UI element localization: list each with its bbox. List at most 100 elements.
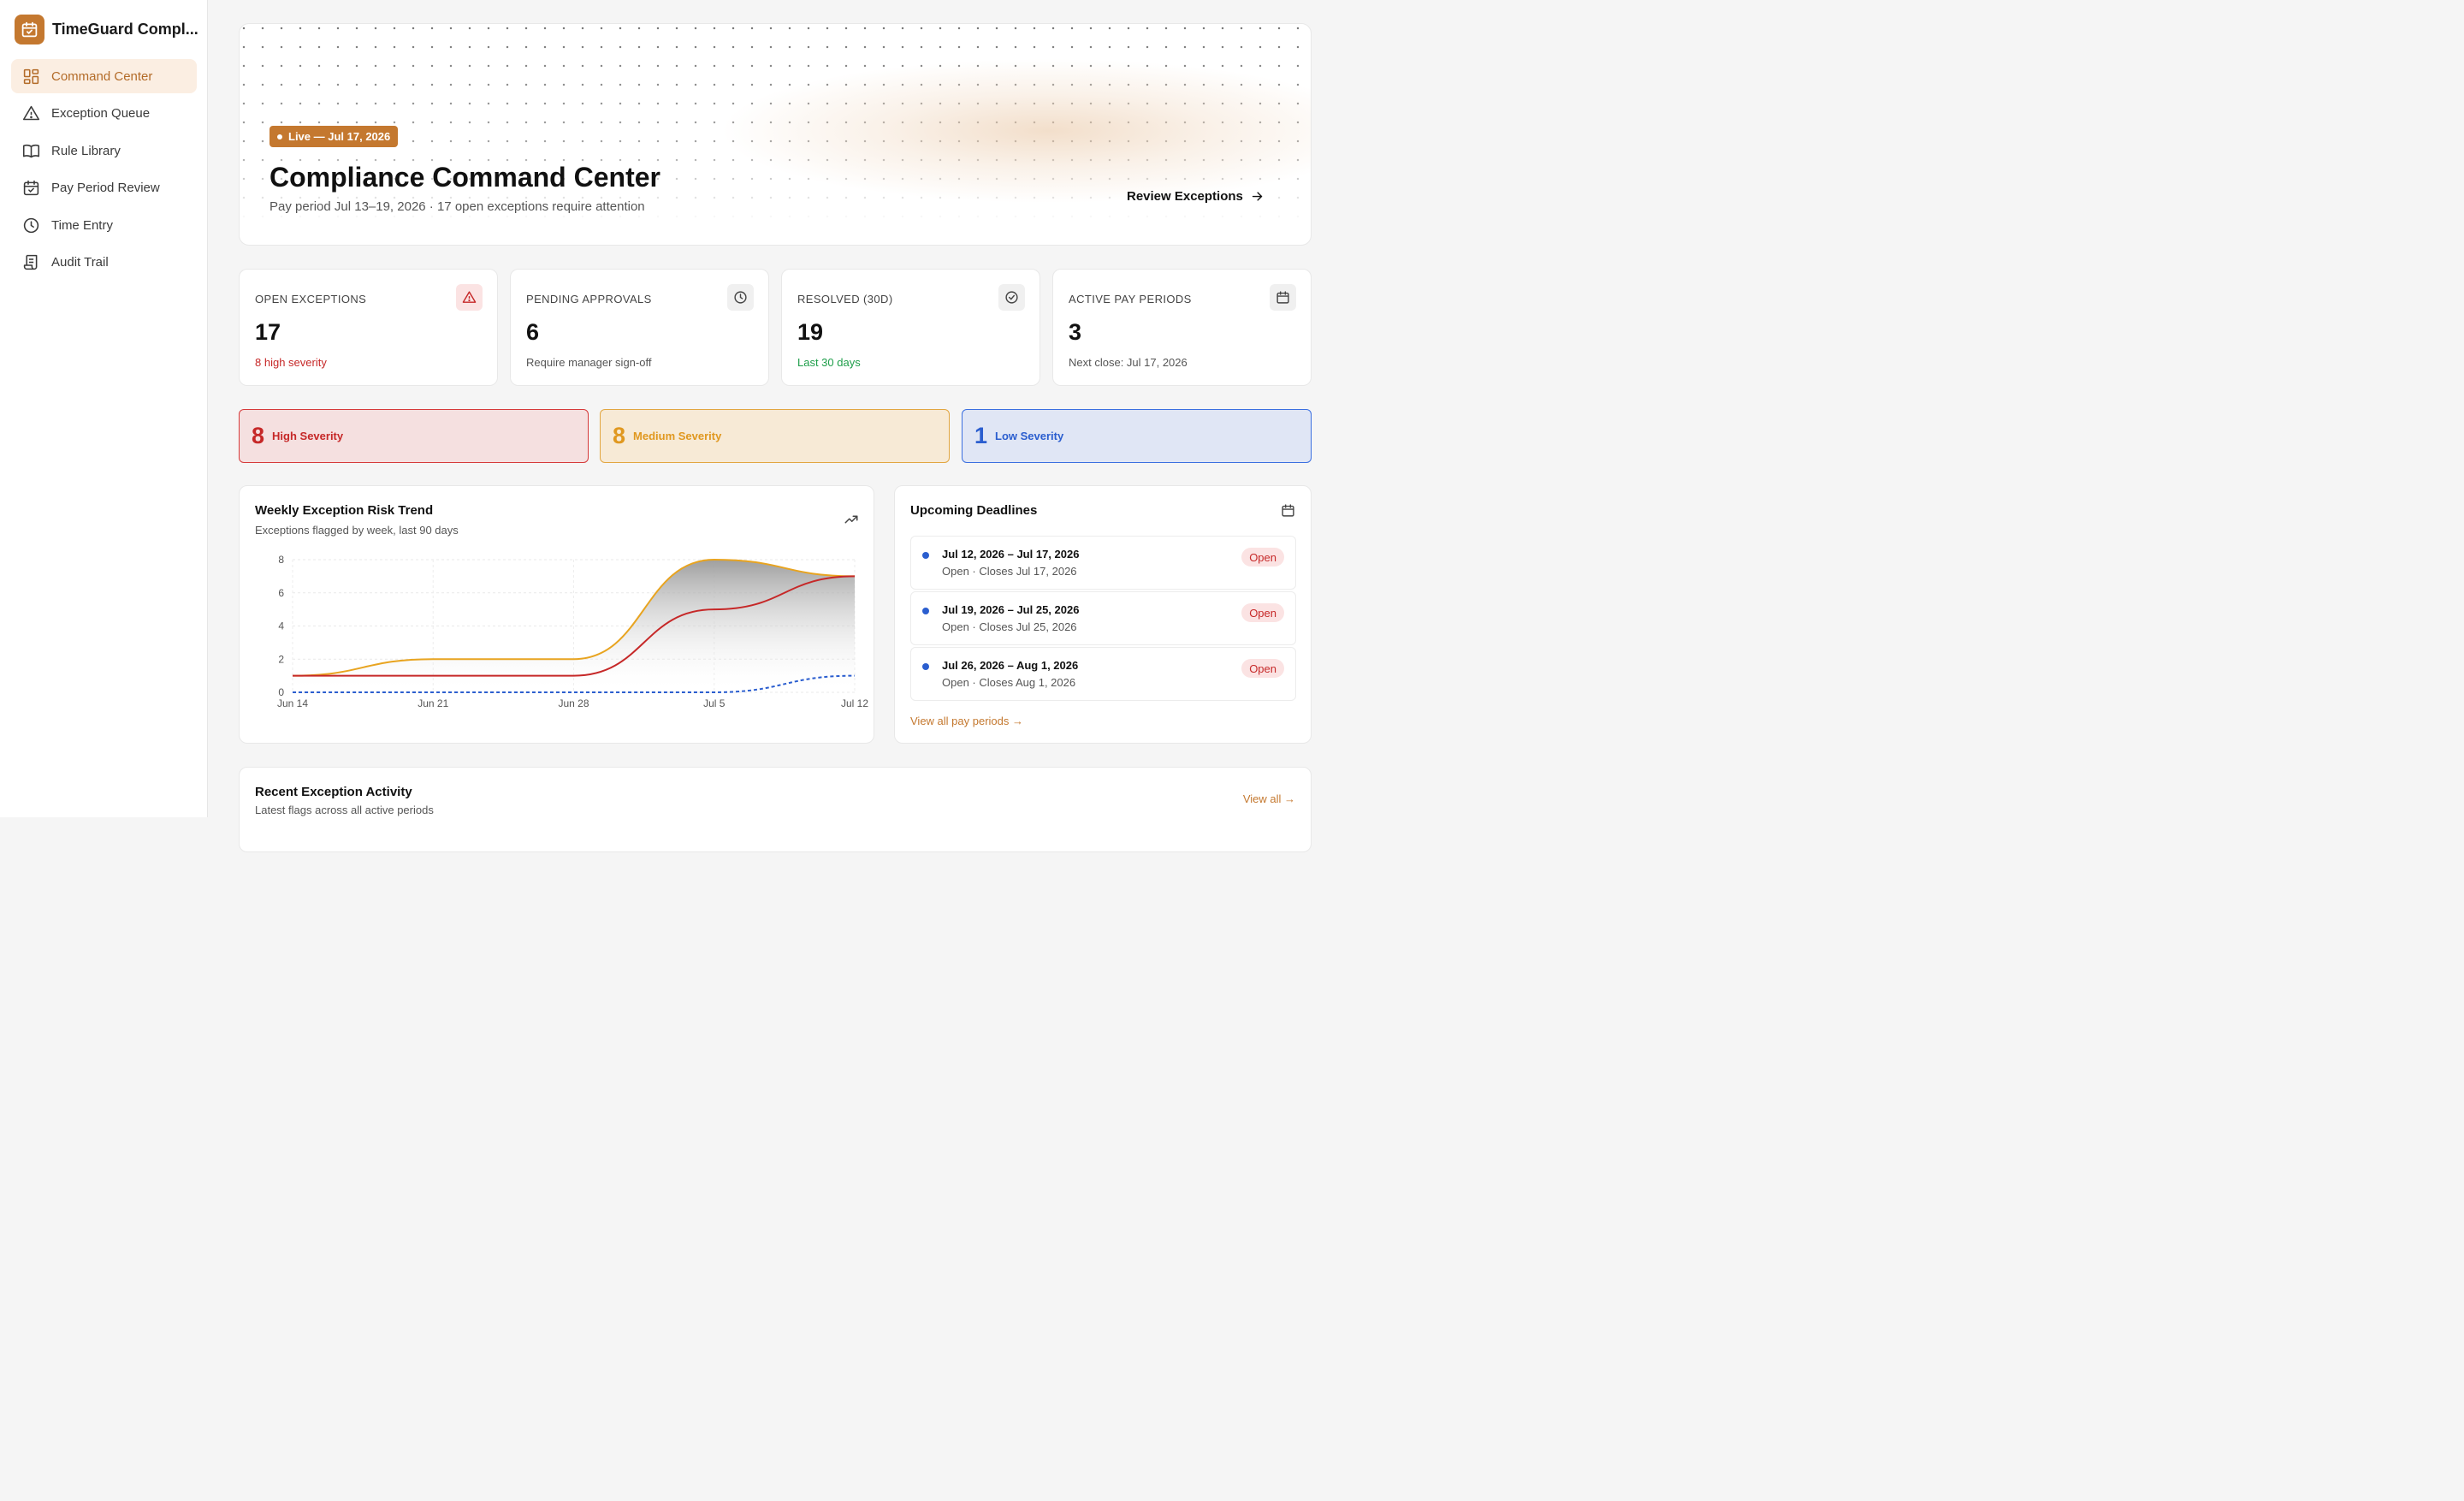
live-dot-icon xyxy=(277,133,282,139)
stat-value: 19 xyxy=(797,319,824,345)
sidebar-item-audit-trail[interactable]: Audit Trail xyxy=(11,246,197,280)
clock-icon xyxy=(727,284,754,311)
sidebar-item-label: Audit Trail xyxy=(51,255,109,270)
deadlines-title: Upcoming Deadlines xyxy=(910,503,1038,518)
page-subtitle: Pay period Jul 13–19, 2026 · 17 open exc… xyxy=(270,199,645,214)
status-dot-icon xyxy=(922,608,929,614)
sidebar-item-command-center[interactable]: Command Center xyxy=(11,59,197,93)
stat-card-open-exceptions[interactable]: OPEN EXCEPTIONS 17 8 high severity xyxy=(239,269,498,386)
stat-label: PENDING APPROVALS xyxy=(526,293,652,306)
sidebar-item-exception-queue[interactable]: Exception Queue xyxy=(11,97,197,131)
deadline-range: Jul 19, 2026 – Jul 25, 2026 xyxy=(942,603,1080,616)
status-badge: Open xyxy=(1241,659,1284,678)
stat-sub: Require manager sign-off xyxy=(526,356,652,369)
stat-card-active-pay-periods[interactable]: ACTIVE PAY PERIODS 3 Next close: Jul 17,… xyxy=(1052,269,1312,386)
review-exceptions-button[interactable]: Review Exceptions xyxy=(1127,189,1264,204)
clock-icon xyxy=(23,217,39,233)
sidebar-item-label: Rule Library xyxy=(51,143,121,158)
grid-icon xyxy=(23,68,39,84)
x-tick-label: Jul 5 xyxy=(703,697,726,709)
sidebar: TimeGuard Compl... Command Center Except… xyxy=(0,0,208,817)
severity-label: Low Severity xyxy=(995,430,1064,442)
sidebar-item-label: Command Center xyxy=(51,68,153,84)
deadline-sub: Open · Closes Jul 17, 2026 xyxy=(942,565,1077,578)
hero-banner: Live — Jul 17, 2026 Compliance Command C… xyxy=(239,23,1312,246)
view-all-pay-periods-link[interactable]: View all pay periods → xyxy=(910,715,1023,727)
calendar-icon xyxy=(1270,284,1296,311)
severity-filter-medium[interactable]: 8 Medium Severity xyxy=(600,409,950,463)
app-name: TimeGuard Compl... xyxy=(52,21,198,38)
status-dot-icon xyxy=(922,663,929,670)
series-line-1 xyxy=(292,575,856,677)
recent-title: Recent Exception Activity xyxy=(255,785,412,799)
x-tick-label: Jun 14 xyxy=(277,697,308,709)
calendar-check-icon xyxy=(23,180,39,196)
stat-label: OPEN EXCEPTIONS xyxy=(255,293,367,306)
sidebar-nav: Command Center Exception Queue Rule Libr… xyxy=(11,59,197,282)
sidebar-item-time-entry[interactable]: Time Entry xyxy=(11,208,197,242)
status-badge: Open xyxy=(1241,548,1284,567)
series-line-0 xyxy=(292,558,856,677)
deadline-range: Jul 26, 2026 – Aug 1, 2026 xyxy=(942,659,1079,672)
arrow-right-icon xyxy=(1252,192,1263,201)
sidebar-item-pay-period-review[interactable]: Pay Period Review xyxy=(11,171,197,205)
recent-activity-card: Recent Exception Activity Latest flags a… xyxy=(239,767,1312,852)
x-tick-label: Jun 28 xyxy=(558,697,589,709)
stat-value: 3 xyxy=(1069,319,1082,345)
severity-count: 1 xyxy=(974,423,988,448)
y-tick-label: 0 xyxy=(278,686,284,698)
calendar-icon xyxy=(1282,504,1294,517)
brand[interactable]: TimeGuard Compl... xyxy=(15,15,198,44)
live-badge: Live — Jul 17, 2026 xyxy=(270,126,399,147)
warning-icon xyxy=(22,105,40,121)
sidebar-item-label: Exception Queue xyxy=(51,106,151,121)
trending-up-icon[interactable] xyxy=(844,512,859,527)
chart-subtitle: Exceptions flagged by week, last 90 days xyxy=(255,524,459,537)
stat-value: 6 xyxy=(526,319,540,345)
deadline-sub: Open · Closes Jul 25, 2026 xyxy=(942,620,1077,633)
view-all-link[interactable]: View all → xyxy=(1242,792,1295,805)
live-badge-label: Live — Jul 17, 2026 xyxy=(288,130,391,143)
stat-sub: 8 high severity xyxy=(255,356,327,369)
review-exceptions-label: Review Exceptions xyxy=(1127,189,1243,204)
hero-glow xyxy=(719,58,1311,204)
deadline-range: Jul 12, 2026 – Jul 17, 2026 xyxy=(942,548,1080,561)
severity-count: 8 xyxy=(613,423,626,448)
stat-sub: Last 30 days xyxy=(797,356,861,369)
sidebar-item-label: Time Entry xyxy=(51,217,113,233)
stat-card-resolved[interactable]: RESOLVED (30D) 19 Last 30 days xyxy=(781,269,1040,386)
deadline-item[interactable]: Jul 12, 2026 – Jul 17, 2026 Open · Close… xyxy=(910,536,1296,590)
stat-value: 17 xyxy=(255,319,281,345)
warning-icon xyxy=(456,284,483,311)
stat-card-pending-approvals[interactable]: PENDING APPROVALS 6 Require manager sign… xyxy=(510,269,769,386)
stat-label: RESOLVED (30D) xyxy=(797,293,893,306)
deadline-item[interactable]: Jul 26, 2026 – Aug 1, 2026 Open · Closes… xyxy=(910,647,1296,701)
y-tick-label: 6 xyxy=(278,587,284,599)
recent-subtitle: Latest flags across all active periods xyxy=(255,804,434,816)
severity-label: High Severity xyxy=(272,430,344,442)
severity-count: 8 xyxy=(252,423,265,448)
trend-chart-card: Weekly Exception Risk Trend Exceptions f… xyxy=(239,485,874,744)
trend-chart: 0 2 4 6 8 Jun 14 Jun 21 Jun 28 Jul 5 Jul 12 xyxy=(277,554,868,709)
status-dot-icon xyxy=(922,552,929,559)
page-title: Compliance Command Center xyxy=(270,162,660,193)
y-tick-label: 4 xyxy=(278,620,284,632)
x-tick-label: Jun 21 xyxy=(418,697,448,709)
deadline-item[interactable]: Jul 19, 2026 – Jul 25, 2026 Open · Close… xyxy=(910,591,1296,645)
check-circle-icon xyxy=(998,284,1025,311)
stat-label: ACTIVE PAY PERIODS xyxy=(1069,293,1192,306)
chart-title: Weekly Exception Risk Trend xyxy=(255,503,434,518)
y-tick-label: 2 xyxy=(278,653,284,665)
stat-sub: Next close: Jul 17, 2026 xyxy=(1069,356,1188,369)
book-icon xyxy=(22,144,40,157)
sidebar-item-label: Pay Period Review xyxy=(51,181,160,195)
sidebar-item-rule-library[interactable]: Rule Library xyxy=(11,133,197,168)
scroll-icon xyxy=(23,254,38,270)
deadlines-card: Upcoming Deadlines Jul 12, 2026 – Jul 17… xyxy=(894,485,1312,744)
series-line-2 xyxy=(293,674,856,693)
y-tick-label: 8 xyxy=(278,554,284,566)
deadline-sub: Open · Closes Aug 1, 2026 xyxy=(942,676,1076,689)
severity-filter-high[interactable]: 8 High Severity xyxy=(239,409,589,463)
status-badge: Open xyxy=(1241,603,1284,622)
severity-filter-low[interactable]: 1 Low Severity xyxy=(962,409,1312,463)
